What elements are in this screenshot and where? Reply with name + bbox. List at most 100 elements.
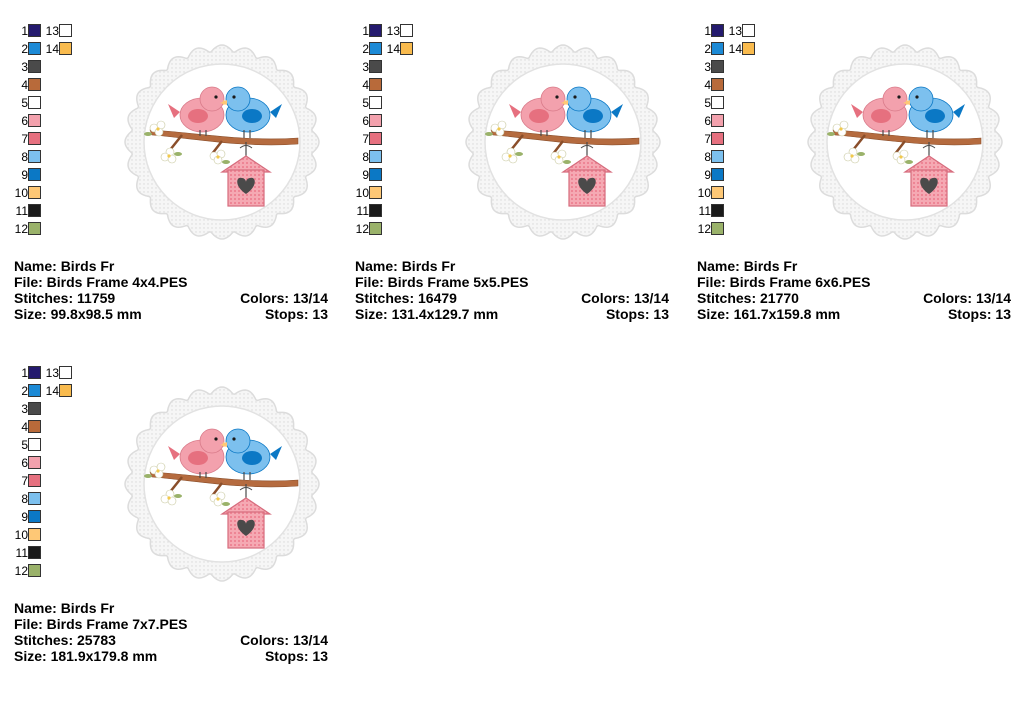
palette-number: 4 [362,78,369,92]
palette-row: 3 [355,60,369,74]
palette-row: 5 [697,96,711,110]
palette-row: 11 [14,546,28,560]
file-label: File: [14,616,43,632]
palette-row: 6 [14,114,28,128]
palette-row: 9 [14,168,28,182]
palette-number: 12 [14,222,28,236]
color-swatch [28,114,41,127]
palette-number: 3 [21,402,28,416]
color-swatch [28,366,41,379]
design-info: Name: Birds Fr File: Birds Frame 6x6.PES… [697,258,1011,322]
size-line: Size: 131.4x129.7 mm Stops: 13 [355,306,669,322]
pink-bird [168,86,230,136]
flower [149,120,226,165]
color-swatch [28,168,41,181]
stitch-count: 16479 [418,290,457,306]
palette-row: 2 [14,42,28,56]
palette-number: 5 [704,96,711,110]
color-swatch [28,474,41,487]
size-label: Size: [14,648,47,664]
color-count: 13/14 [292,632,328,648]
palette-number: 7 [21,132,28,146]
name-label: Name: [697,258,740,274]
color-swatch [711,78,724,91]
color-swatch [369,78,382,91]
palette-number: 10 [14,186,28,200]
color-swatch [369,132,382,145]
design-size: 161.7x159.8 mm [733,306,841,322]
stitches-line: Stitches: 25783 Colors: 13/14 [14,632,328,648]
stitches-label: Stitches: [14,290,74,306]
design-card: 1 13 2 14 3 4 5 6 7 8 9 10 11 [14,24,334,344]
palette-row: 4 [355,78,369,92]
stop-count: 13 [312,648,328,664]
palette-row: 1 [697,24,711,38]
color-swatch [28,186,41,199]
branch [832,129,982,146]
pink-bird [851,86,913,136]
stop-count: 13 [312,306,328,322]
color-swatch [369,96,382,109]
palette-number: 1 [362,24,369,38]
file-name: Birds Frame 4x4.PES [46,274,188,290]
stop-count: 13 [995,306,1011,322]
design-card: 1 13 2 14 3 4 5 6 7 8 9 10 11 [697,24,1017,344]
palette-row: 12 [355,222,369,236]
design-size: 131.4x129.7 mm [391,306,499,322]
palette-row: 5 [355,96,369,110]
palette-row: 9 [697,168,711,182]
embroidery-design-preview [124,386,320,582]
color-swatch [742,24,755,37]
palette-number: 13 [386,24,400,38]
stitches-line: Stitches: 11759 Colors: 13/14 [14,290,328,306]
palette-number: 10 [697,186,711,200]
palette-row: 11 [355,204,369,218]
color-swatch [28,60,41,73]
name-label: Name: [355,258,398,274]
palette-row: 7 [355,132,369,146]
color-swatch [711,132,724,145]
palette-row: 2 [14,384,28,398]
color-swatch [711,204,724,217]
palette-row: 13 [724,24,742,38]
palette-row: 6 [355,114,369,128]
palette-row: 14 [724,42,742,56]
palette-number: 6 [362,114,369,128]
colors-label: Colors: [240,290,290,306]
design-info: Name: Birds Fr File: Birds Frame 4x4.PES… [14,258,328,322]
color-swatch [369,186,382,199]
palette-row: 7 [14,132,28,146]
file-line: File: Birds Frame 7x7.PES [14,616,328,632]
palette-row: 7 [14,474,28,488]
design-info: Name: Birds Fr File: Birds Frame 5x5.PES… [355,258,669,322]
palette-row: 1 [355,24,369,38]
file-name: Birds Frame 7x7.PES [46,616,188,632]
palette-number: 11 [356,204,369,218]
palette-row: 4 [14,420,28,434]
palette-row: 10 [14,528,28,542]
palette-row: 6 [697,114,711,128]
size-label: Size: [14,306,47,322]
palette-number: 6 [21,114,28,128]
file-name: Birds Frame 5x5.PES [387,274,529,290]
birdhouse [220,484,272,549]
pink-bird [168,428,230,478]
palette-row: 9 [14,510,28,524]
palette-number: 12 [355,222,369,236]
design-info: Name: Birds Fr File: Birds Frame 7x7.PES… [14,600,328,664]
color-swatch [369,60,382,73]
file-label: File: [14,274,43,290]
color-swatch [28,420,41,433]
color-swatch [28,492,41,505]
palette-number: 4 [21,78,28,92]
palette-number: 8 [704,150,711,164]
palette-number: 11 [698,204,711,218]
color-swatch [28,204,41,217]
colors-label: Colors: [581,290,631,306]
name-line: Name: Birds Fr [14,258,328,274]
color-swatch [742,42,755,55]
palette-number: 9 [21,510,28,524]
color-swatch [711,96,724,109]
palette-number: 14 [728,42,742,56]
color-swatch [711,42,724,55]
